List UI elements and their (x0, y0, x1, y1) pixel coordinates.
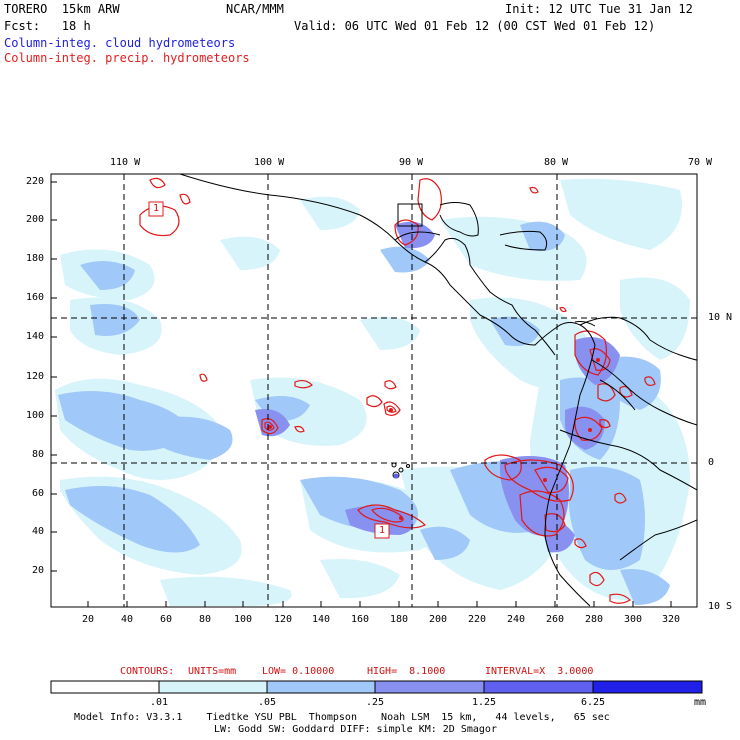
precip-field-label: Column-integ. precip. hydrometeors (4, 51, 250, 65)
x-tick: 100 (234, 614, 253, 625)
axis-ticks (51, 181, 672, 607)
colorbar-bin-0 (50, 680, 160, 694)
colorbar-unit: mm (694, 697, 707, 708)
lat-label-10s: 10 S (708, 601, 733, 612)
lon-label-110w: 110 W (110, 157, 141, 168)
y-tick: 220 (26, 176, 45, 187)
precip-max-marks (268, 358, 600, 520)
low-label: 1 (379, 525, 386, 536)
y-tick: 140 (26, 331, 45, 342)
lon-label-90w: 90 W (399, 157, 424, 168)
x-tick: 160 (351, 614, 370, 625)
lat-label-10n: 10 N (708, 312, 733, 323)
colorbar-bin-2 (266, 680, 376, 694)
lon-label-70w: 70 W (688, 157, 713, 168)
colorbar-bin-1 (158, 680, 268, 694)
model-info: Model Info: V3.3.1 Tiedtke YSU PBL Thomp… (74, 712, 610, 723)
colorbar-label: .01 (150, 697, 169, 708)
x-tick: 40 (121, 614, 134, 625)
x-tick: 200 (429, 614, 448, 625)
y-tick: 20 (32, 565, 45, 576)
y-tick: 180 (26, 253, 45, 264)
contour-high: HIGH= 8.1000 (367, 666, 446, 677)
colorbar-bin-3 (374, 680, 485, 694)
colorbar (50, 680, 703, 694)
x-tick: 240 (507, 614, 526, 625)
org-label: NCAR/MMM (226, 2, 284, 16)
x-tick: 80 (199, 614, 212, 625)
x-tick: 20 (82, 614, 95, 625)
x-tick: 280 (585, 614, 604, 625)
physics-info: LW: Godd SW: Goddard DIFF: simple KM: 2D… (214, 724, 497, 735)
model-label: TORERO 15km ARW (4, 2, 120, 16)
y-tick: 120 (26, 371, 45, 382)
y-tick: 100 (26, 410, 45, 421)
lat-label-0: 0 (708, 457, 715, 468)
contour-label: CONTOURS: (120, 666, 175, 677)
y-tick: 80 (32, 449, 45, 460)
x-tick: 60 (160, 614, 173, 625)
x-tick: 320 (662, 614, 681, 625)
map-frame (50, 173, 698, 608)
contour-interval: INTERVAL=X 3.0000 (485, 666, 594, 677)
x-tick: 260 (546, 614, 565, 625)
valid-time: Valid: 06 UTC Wed 01 Feb 12 (00 CST Wed … (294, 19, 656, 33)
colorbar-bin-5 (592, 680, 703, 694)
y-tick: 160 (26, 292, 45, 303)
init-time: Init: 12 UTC Tue 31 Jan 12 (505, 2, 693, 16)
x-tick: 220 (468, 614, 487, 625)
low-label: 1 (153, 203, 160, 214)
low-marker-box (148, 201, 164, 217)
contour-units: UNITS=mm (188, 666, 237, 677)
contour-low: LOW= 0.10000 (262, 666, 335, 677)
x-tick: 120 (274, 614, 293, 625)
y-tick: 40 (32, 526, 45, 537)
coastlines (179, 174, 697, 607)
forecast-hour: Fcst: 18 h (4, 19, 91, 33)
x-tick: 140 (312, 614, 331, 625)
colorbar-label: .05 (258, 697, 277, 708)
colorbar-label: 1.25 (472, 697, 497, 708)
colorbar-bin-4 (483, 680, 594, 694)
cloud-field-label: Column-integ. cloud hydrometeors (4, 36, 236, 50)
low-marker-box (374, 523, 390, 539)
y-tick: 60 (32, 488, 45, 499)
y-tick: 200 (26, 214, 45, 225)
lon-label-80w: 80 W (544, 157, 569, 168)
precip-contours (139, 177, 656, 604)
graticule (51, 174, 697, 607)
colorbar-label: 6.25 (581, 697, 606, 708)
x-tick: 180 (390, 614, 409, 625)
galapagos-cloud (393, 473, 399, 479)
lon-label-100w: 100 W (254, 157, 285, 168)
colorbar-label: .25 (366, 697, 385, 708)
x-tick: 300 (624, 614, 643, 625)
